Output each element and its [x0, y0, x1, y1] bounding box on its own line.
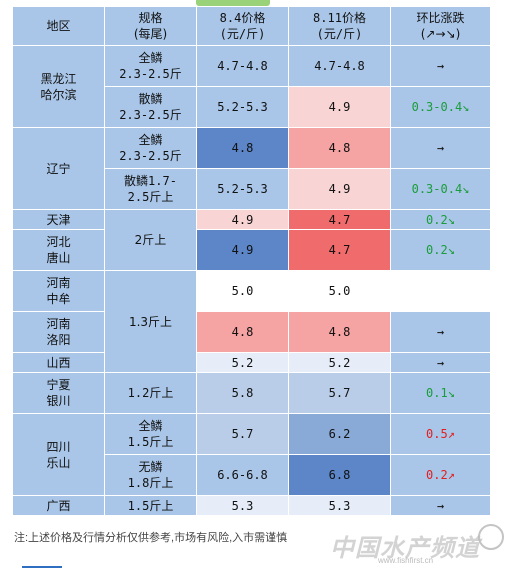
- region-henan-luoyang: 河南 洛阳: [12, 311, 105, 353]
- spec-cell: 无鳞 1.8斤上: [104, 454, 197, 496]
- table-row: 河南 中牟 1.3斤上 5.0 5.0: [12, 270, 491, 373]
- table-row: 河北 唐山 4.9 4.7 0.2↘: [12, 229, 491, 271]
- price-8-4-cell: 5.8: [196, 372, 289, 414]
- header-change: 环比涨跌 (↗→↘): [390, 6, 491, 46]
- change-cell: 0.3-0.4↘: [390, 86, 491, 128]
- price-8-11-cell: 5.7: [288, 372, 391, 414]
- price-table: 地区 规格 (每尾) 8.4价格 (元/斤) 8.11价格 (元/斤) 环比涨跌 (↗→…: [12, 6, 491, 516]
- price-8-4-cell: 5.2: [196, 352, 289, 373]
- price-8-11-cell: 4.8: [288, 127, 391, 169]
- price-8-11-cell: 4.8: [288, 311, 391, 353]
- change-cell: [390, 270, 491, 312]
- price-8-4-cell: 4.8: [196, 311, 289, 353]
- change-cell: 0.2↘: [390, 229, 491, 271]
- price-8-11-cell: 4.9: [288, 86, 391, 128]
- header-row: 地区 规格 (每尾) 8.4价格 (元/斤) 8.11价格 (元/斤) 环比涨跌 (↗→…: [12, 6, 491, 46]
- table-row: 广西 1.5斤上 5.3 5.3 →: [12, 495, 491, 516]
- price-8-11-cell: 5.2: [288, 352, 391, 373]
- price-8-11-cell: 4.7: [288, 209, 391, 230]
- header-price-8-11: 8.11价格 (元/斤): [288, 6, 391, 46]
- region-liaoning: 辽宁: [12, 127, 105, 210]
- change-cell: 0.5↗: [390, 413, 491, 455]
- table-row: 宁夏 银川 1.2斤上 5.8 5.7 0.1↘: [12, 372, 491, 414]
- price-8-11-cell: 4.7-4.8: [288, 45, 391, 87]
- top-strip: [0, 0, 508, 8]
- price-8-4-cell: 6.6-6.8: [196, 454, 289, 496]
- change-cell: 0.1↘: [390, 372, 491, 414]
- watermark-url: www.fishfirst.cn: [378, 556, 434, 565]
- title-fragment: [196, 0, 270, 6]
- watermark-logo-icon: [478, 524, 504, 550]
- region-ningxia: 宁夏 银川: [12, 372, 105, 414]
- region-tianjin: 天津: [12, 209, 105, 230]
- table-row: 河南 洛阳 4.8 4.8 →: [12, 311, 491, 353]
- change-cell: →: [390, 352, 491, 373]
- region-heilongjiang: 黑龙江 哈尔滨: [12, 45, 105, 128]
- price-8-11-cell: 4.7: [288, 229, 391, 271]
- price-8-11-cell: 5.0: [288, 270, 391, 312]
- price-8-4-cell: 5.2-5.3: [196, 86, 289, 128]
- spec-cell: 散鳞1.7- 2.5斤上: [104, 168, 197, 210]
- change-cell: 0.3-0.4↘: [390, 168, 491, 210]
- table-row: 散鳞 2.3-2.5斤 5.2-5.3 4.9 0.3-0.4↘: [13, 86, 491, 128]
- change-cell: →: [390, 127, 491, 169]
- change-cell: →: [390, 45, 491, 87]
- table-row: 天津 2斤上 4.9 4.7 0.2↘: [12, 209, 491, 271]
- change-cell: 0.2↘: [390, 209, 491, 230]
- spec-cell: 全鳞 2.3-2.5斤: [104, 127, 197, 169]
- disclaimer-note: 注:上述价格及行情分析仅供参考,市场有风险,入市需谨慎: [14, 532, 288, 544]
- spec-cell: 全鳞 1.5斤上: [104, 413, 197, 455]
- region-guangxi: 广西: [12, 495, 105, 516]
- price-8-4-cell: 5.0: [196, 270, 289, 312]
- bottom-accent-line: [22, 566, 62, 568]
- region-henan-zhongmou: 河南 中牟: [12, 270, 105, 312]
- spec-cell: 1.5斤上: [104, 495, 197, 516]
- header-price-8-4: 8.4价格 (元/斤): [196, 6, 289, 46]
- table-row: 辽宁 全鳞 2.3-2.5斤 4.8 4.8 →: [12, 127, 491, 210]
- header-region: 地区: [12, 6, 105, 46]
- spec-cell: 1.2斤上: [104, 372, 197, 414]
- region-sichuan: 四川 乐山: [12, 413, 105, 496]
- price-8-4-cell: 5.2-5.3: [196, 168, 289, 210]
- price-8-11-cell: 4.9: [288, 168, 391, 210]
- change-cell: →: [390, 495, 491, 516]
- price-8-4-cell: 5.3: [196, 495, 289, 516]
- region-shanxi: 山西: [12, 352, 105, 373]
- table-row: 无鳞 1.8斤上 6.6-6.8 6.8 0.2↗: [13, 454, 491, 496]
- price-8-4-cell: 5.7: [196, 413, 289, 455]
- price-8-4-cell: 4.7-4.8: [196, 45, 289, 87]
- price-8-4-cell: 4.8: [196, 127, 289, 169]
- watermark-text: 中国水产频道: [330, 535, 480, 562]
- table-row: 黑龙江 哈尔滨 全鳞 2.3-2.5斤 4.7-4.8 4.7-4.8 →: [12, 45, 491, 128]
- table-row: 散鳞1.7- 2.5斤上 5.2-5.3 4.9 0.3-0.4↘: [13, 168, 491, 210]
- spec-cell-merged: 1.3斤上: [104, 270, 197, 373]
- change-cell: →: [390, 311, 491, 353]
- price-8-11-cell: 5.3: [288, 495, 391, 516]
- price-8-4-cell: 4.9: [196, 229, 289, 271]
- spec-cell: 散鳞 2.3-2.5斤: [104, 86, 197, 128]
- header-spec: 规格 (每尾): [104, 6, 197, 46]
- region-hebei: 河北 唐山: [12, 229, 105, 271]
- change-cell: 0.2↗: [390, 454, 491, 496]
- price-8-11-cell: 6.8: [288, 454, 391, 496]
- spec-cell: 全鳞 2.3-2.5斤: [104, 45, 197, 87]
- spec-cell-merged: 2斤上: [104, 209, 197, 271]
- table-row: 山西 5.2 5.2 →: [12, 352, 491, 373]
- price-8-11-cell: 6.2: [288, 413, 391, 455]
- table-row: 四川 乐山 全鳞 1.5斤上 5.7 6.2 0.5↗: [12, 413, 491, 496]
- price-8-4-cell: 4.9: [196, 209, 289, 230]
